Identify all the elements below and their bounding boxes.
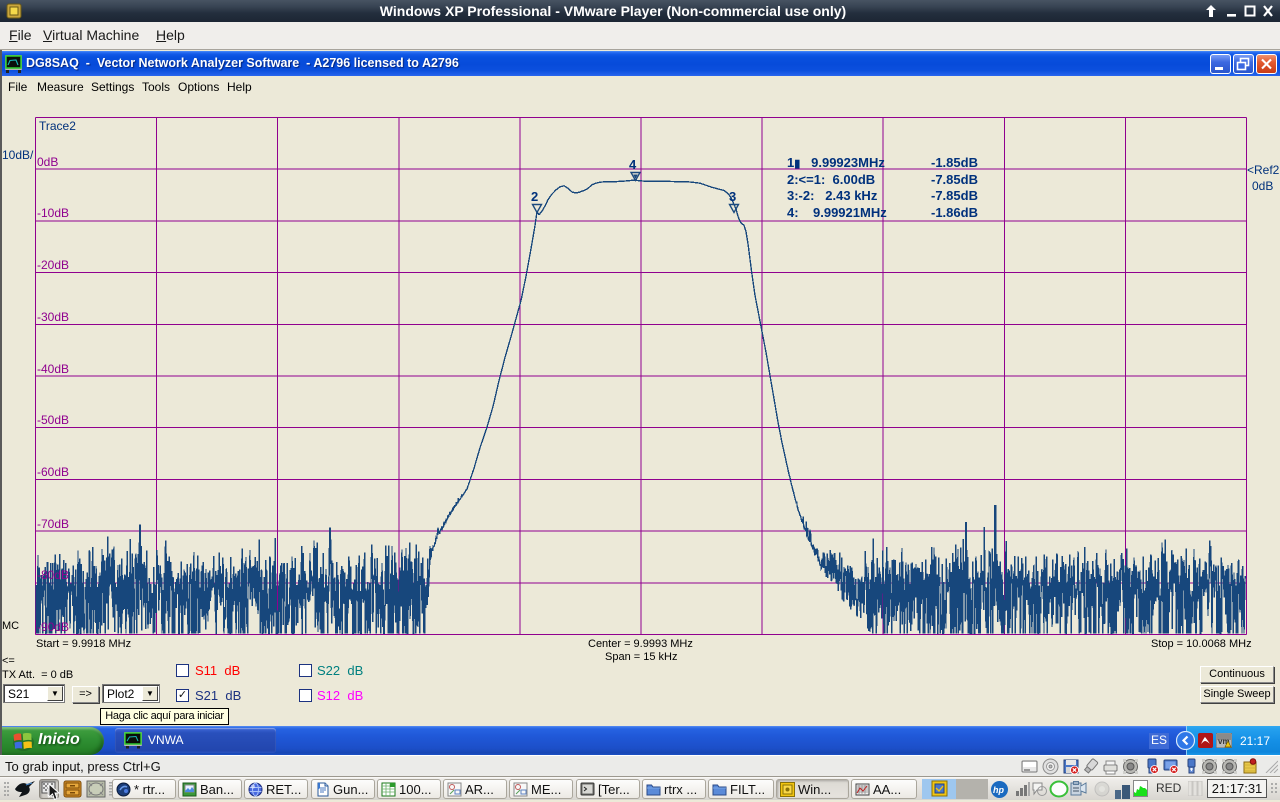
svg-text:vm: vm: [1218, 737, 1230, 746]
svg-text:hp: hp: [993, 785, 1004, 795]
